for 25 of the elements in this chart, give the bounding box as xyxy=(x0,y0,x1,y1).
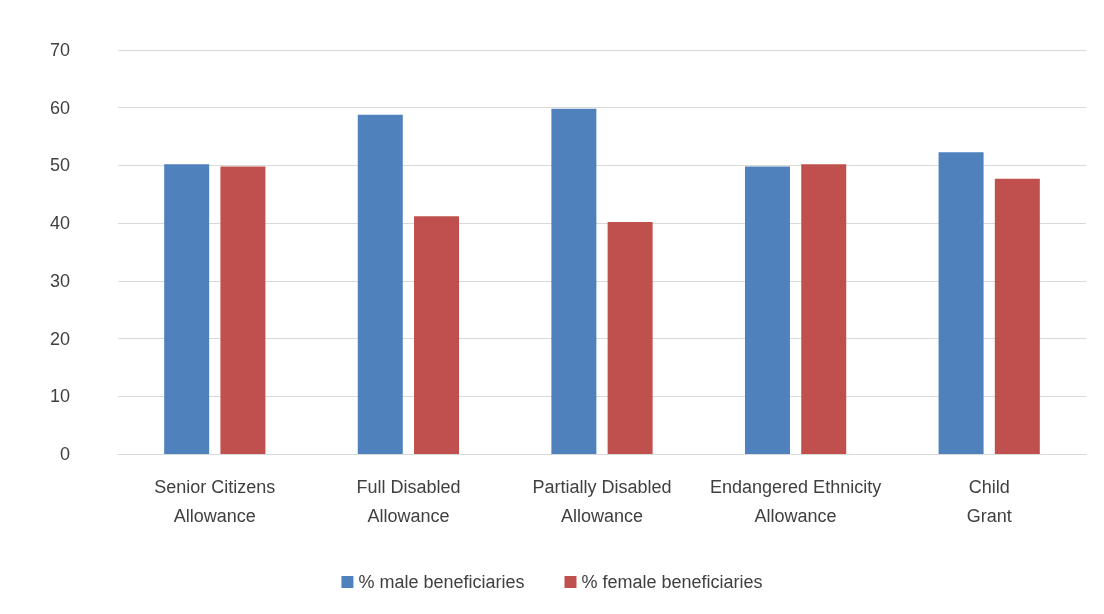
bar xyxy=(607,221,653,454)
x-tick-label: Endangered Ethnicity Allowance xyxy=(710,476,882,526)
legend-label: % male beneficiaries xyxy=(358,572,525,592)
x-tick-label: Full Disabled Allowance xyxy=(356,476,461,526)
x-tick-label: Child Grant xyxy=(966,476,1012,526)
bar xyxy=(801,164,847,454)
y-tick-label: 60 xyxy=(49,97,70,118)
bar xyxy=(357,114,403,454)
bar xyxy=(220,166,266,454)
legend-label: % female beneficiaries xyxy=(581,572,763,592)
bar xyxy=(551,108,597,454)
bar xyxy=(744,166,790,454)
x-tick-label: Partially Disabled Allowance xyxy=(532,476,672,526)
bar xyxy=(994,178,1040,454)
y-tick-label: 50 xyxy=(49,155,70,176)
bar xyxy=(414,216,460,454)
y-tick-label: 10 xyxy=(49,386,70,407)
y-tick-label: 20 xyxy=(49,328,70,349)
x-tick-label: Senior Citizens Allowance xyxy=(154,476,276,526)
y-tick-label: 70 xyxy=(49,40,70,60)
bar xyxy=(164,164,210,454)
bar xyxy=(938,152,984,454)
y-tick-label: 30 xyxy=(49,270,70,291)
y-tick-label: 40 xyxy=(49,213,70,234)
y-tick-label: 0 xyxy=(59,444,70,464)
